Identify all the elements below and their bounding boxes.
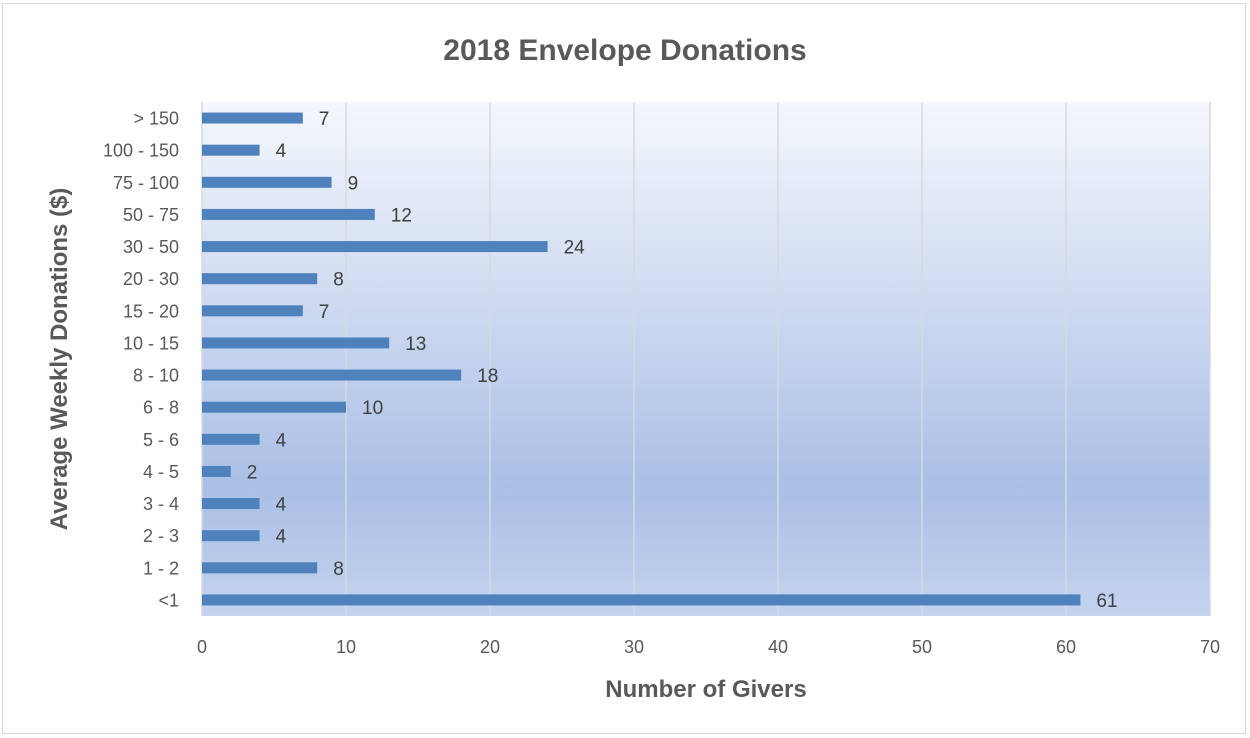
y-tick-label: 2 - 3 [143, 526, 179, 546]
data-label: 12 [391, 205, 412, 226]
bar [202, 498, 260, 510]
data-label: 7 [319, 109, 330, 130]
bar [202, 241, 548, 253]
bar [202, 562, 318, 574]
y-tick-label: 10 - 15 [123, 333, 179, 353]
bar [202, 369, 462, 381]
data-label: 18 [477, 366, 498, 387]
y-tick-label: 50 - 75 [123, 205, 179, 225]
bar [202, 112, 303, 124]
y-tick-label: 30 - 50 [123, 237, 179, 257]
y-tick-label: 75 - 100 [113, 173, 179, 193]
chart-title: 2018 Envelope Donations [443, 34, 807, 67]
x-tick-label: 20 [480, 637, 500, 657]
bar [202, 273, 318, 285]
x-tick-label: 60 [1056, 637, 1076, 657]
bar [202, 530, 260, 542]
bar [202, 305, 303, 317]
x-tick-label: 50 [912, 637, 932, 657]
data-label: 4 [276, 527, 287, 548]
data-label: 9 [348, 173, 359, 194]
x-axis-title: Number of Givers [605, 676, 806, 703]
data-label: 4 [276, 495, 287, 516]
bar [202, 176, 332, 188]
y-tick-label: 3 - 4 [143, 494, 179, 514]
x-tick-label: 0 [197, 637, 207, 657]
bar [202, 208, 375, 220]
plot-area [202, 102, 1210, 616]
y-axis-title: Average Weekly Donations ($) [46, 188, 73, 531]
y-tick-label: <1 [158, 590, 179, 610]
bar [202, 433, 260, 445]
bar [202, 144, 260, 156]
x-tick-label: 70 [1200, 637, 1220, 657]
data-label: 24 [564, 238, 586, 259]
data-label: 2 [247, 462, 258, 483]
bar [202, 401, 346, 413]
y-tick-label: 100 - 150 [103, 141, 179, 161]
bar [202, 465, 231, 477]
data-label: 4 [276, 430, 287, 451]
bar [202, 594, 1081, 606]
x-tick-label: 30 [624, 637, 644, 657]
x-tick-label: 40 [768, 637, 788, 657]
data-label: 61 [1096, 591, 1117, 612]
y-tick-label: 15 - 20 [123, 301, 179, 321]
y-tick-label: 6 - 8 [143, 398, 179, 418]
bar [202, 337, 390, 349]
y-tick-label: 5 - 6 [143, 430, 179, 450]
data-label: 10 [362, 398, 383, 419]
data-label: 7 [319, 302, 330, 323]
x-tick-label: 10 [336, 637, 356, 657]
y-tick-label: 8 - 10 [133, 366, 179, 386]
data-label: 13 [405, 334, 426, 355]
data-label: 4 [276, 141, 287, 162]
data-label: 8 [333, 559, 344, 580]
data-label: 8 [333, 270, 344, 291]
y-tick-label: 1 - 2 [143, 558, 179, 578]
y-tick-label: > 150 [133, 109, 179, 129]
y-tick-label: 20 - 30 [123, 269, 179, 289]
y-tick-label: 4 - 5 [143, 462, 179, 482]
